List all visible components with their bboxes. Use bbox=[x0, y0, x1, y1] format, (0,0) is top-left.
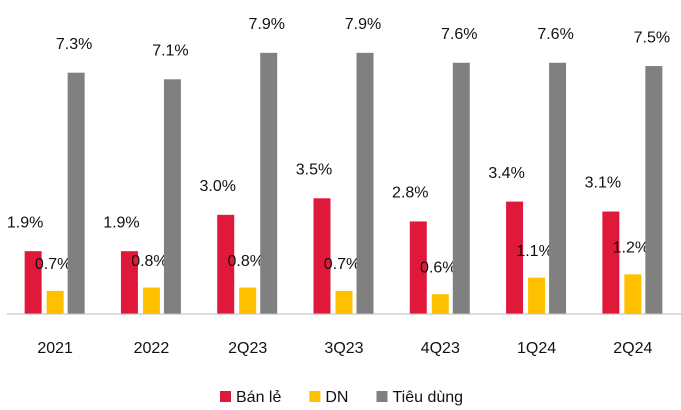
data-label: 7.5% bbox=[634, 29, 670, 46]
data-label: 7.6% bbox=[537, 26, 573, 43]
x-tick-label: 2022 bbox=[134, 340, 170, 357]
x-tick-label: 2Q23 bbox=[228, 340, 267, 357]
x-tick-label: 4Q23 bbox=[421, 340, 460, 357]
x-tick-label: 2021 bbox=[37, 340, 73, 357]
data-label: 0.7% bbox=[35, 256, 71, 273]
legend-swatch bbox=[220, 391, 231, 402]
data-label: 0.8% bbox=[227, 253, 263, 270]
data-label: 3.5% bbox=[296, 162, 332, 179]
data-label: 3.1% bbox=[585, 175, 621, 192]
bar bbox=[506, 201, 524, 314]
legend-label: Bán lẻ bbox=[236, 389, 281, 406]
bar bbox=[163, 79, 181, 315]
x-tick-label: 2Q24 bbox=[613, 340, 652, 357]
bar bbox=[24, 251, 42, 314]
bar bbox=[120, 251, 138, 314]
data-label: 0.7% bbox=[324, 256, 360, 273]
legend-label: DN bbox=[325, 389, 348, 406]
data-label: 1.9% bbox=[7, 214, 43, 231]
data-label: 1.9% bbox=[103, 214, 139, 231]
data-label: 2.8% bbox=[392, 185, 428, 202]
bar bbox=[549, 62, 567, 314]
data-label: 3.4% bbox=[488, 165, 524, 182]
data-label: 1.1% bbox=[516, 243, 552, 260]
bar bbox=[602, 211, 620, 314]
x-tick-label: 3Q23 bbox=[324, 340, 363, 357]
bar bbox=[624, 274, 642, 314]
data-label: 7.9% bbox=[345, 16, 381, 33]
x-tick-label: 1Q24 bbox=[517, 340, 556, 357]
data-label: 0.6% bbox=[420, 259, 456, 276]
bar bbox=[67, 72, 85, 314]
bar bbox=[335, 290, 353, 314]
data-label: 7.9% bbox=[248, 16, 284, 33]
data-label: 0.8% bbox=[131, 253, 167, 270]
bar bbox=[409, 221, 427, 314]
bar bbox=[313, 198, 331, 314]
bar bbox=[356, 52, 374, 314]
legend-label: Tiêu dùng bbox=[392, 389, 463, 406]
bar bbox=[452, 62, 470, 314]
bar bbox=[431, 294, 449, 314]
data-label: 3.0% bbox=[199, 178, 235, 195]
data-label: 7.3% bbox=[56, 36, 92, 53]
legend-swatch bbox=[309, 391, 321, 402]
bar bbox=[142, 287, 160, 314]
data-label: 1.2% bbox=[613, 240, 649, 257]
bar bbox=[239, 287, 257, 314]
legend-swatch bbox=[376, 391, 388, 402]
bar bbox=[528, 277, 546, 314]
bar bbox=[645, 66, 663, 314]
bar bbox=[260, 52, 278, 314]
bar bbox=[217, 214, 235, 314]
data-label: 7.6% bbox=[441, 26, 477, 43]
bar bbox=[46, 290, 64, 314]
data-label: 7.1% bbox=[152, 43, 188, 60]
